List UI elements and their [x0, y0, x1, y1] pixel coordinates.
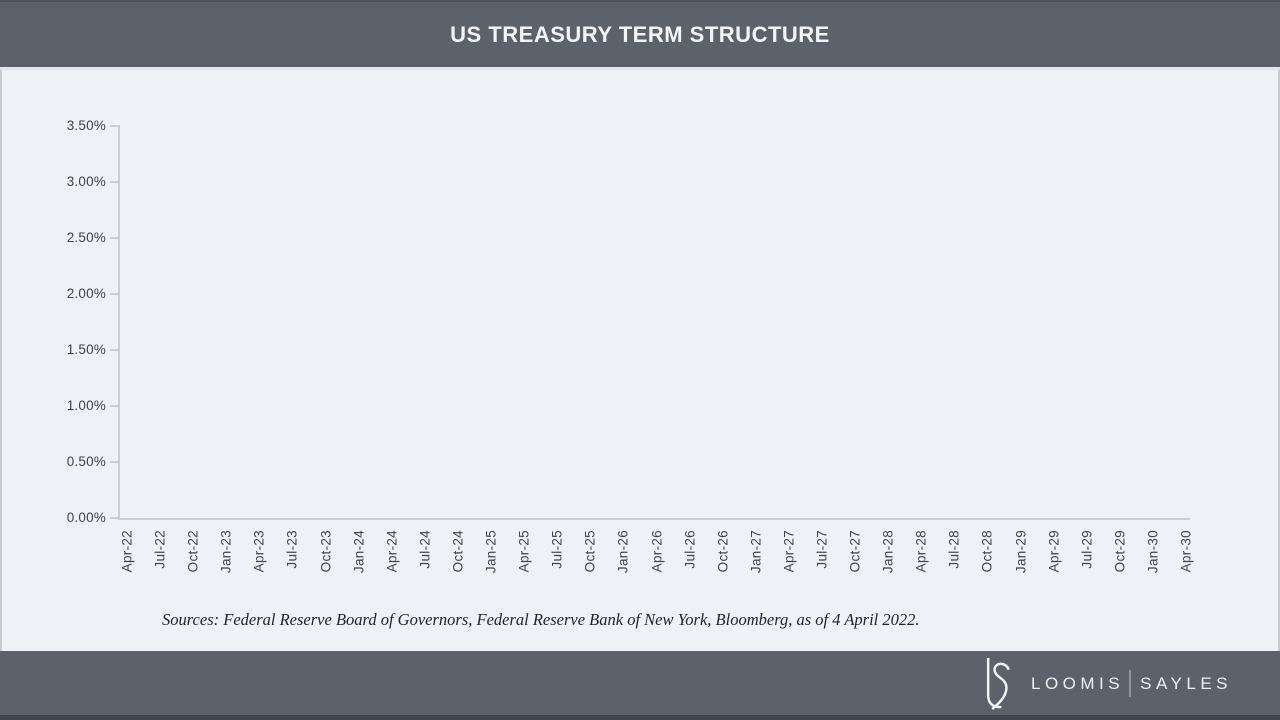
- x-axis-tick-label: Oct-24: [450, 530, 466, 573]
- x-axis-tick-label: Jul-26: [682, 530, 698, 569]
- page-title: US TREASURY TERM STRUCTURE: [450, 21, 830, 47]
- x-axis-tick-label: Apr-24: [384, 530, 400, 573]
- x-axis-tick-label: Jul-24: [417, 530, 433, 569]
- y-axis-tick-label: 3.00%: [66, 174, 106, 189]
- x-axis-tick-label: Oct-29: [1112, 530, 1128, 573]
- x-axis-tick-label: Jul-29: [1079, 530, 1095, 569]
- x-axis-tick-label: Jul-23: [284, 530, 300, 569]
- brand-name-sayles: SAYLES: [1140, 673, 1232, 693]
- x-axis-tick-label: Apr-27: [781, 530, 797, 573]
- x-axis-tick-label: Oct-23: [318, 530, 334, 573]
- y-axis-tick-label: 0.50%: [66, 454, 106, 469]
- y-axis-tick: [110, 237, 118, 239]
- brand-divider: [1129, 669, 1132, 697]
- y-axis-tick: [110, 349, 118, 351]
- y-axis-tick: [110, 293, 118, 295]
- x-axis-tick-label: Apr-28: [913, 530, 929, 573]
- y-axis-tick-label: 1.50%: [66, 342, 106, 357]
- x-axis-tick-label: Oct-27: [847, 530, 863, 573]
- y-axis-tick-label: 1.00%: [66, 398, 106, 413]
- x-axis-tick-label: Jan-23: [218, 530, 234, 574]
- x-axis-tick-label: Apr-26: [649, 530, 664, 573]
- footer-bar: LOOMIS SAYLES: [0, 651, 1280, 720]
- brand-name-loomis: LOOMIS: [1030, 673, 1125, 693]
- chart-section: 3.50% 3.00% 2.50% 2.00% 1.50% 1.00% 0.50% 0.00%…: [0, 70, 1280, 651]
- x-axis-line: [118, 518, 1190, 520]
- x-axis-tick-label: Apr-23: [251, 530, 267, 573]
- x-axis-tick-label: Jan-27: [748, 530, 764, 574]
- y-axis-tick: [110, 181, 118, 183]
- x-axis-tick-label: Jan-29: [1013, 530, 1029, 574]
- x-axis-tick-label: Jan-26: [615, 530, 631, 574]
- x-axis-tick-label: Jul-27: [814, 530, 830, 569]
- x-axis-tick-label: Apr-25: [516, 530, 532, 573]
- y-axis-tick: [110, 461, 118, 463]
- x-axis-tick-label: Jul-25: [549, 530, 565, 569]
- loomis-sayles-monogram-icon: [986, 657, 1010, 710]
- y-axis-tick: [110, 405, 118, 407]
- source-note: Sources: Federal Reserve Board of Govern…: [162, 610, 920, 629]
- y-axis-tick: [110, 517, 118, 519]
- y-axis-tick-label: 3.50%: [66, 118, 106, 133]
- x-axis-tick-label: Oct-22: [185, 530, 201, 573]
- x-axis-tick-label: Oct-26: [715, 530, 731, 573]
- x-axis-tick-label: Jan-25: [483, 530, 499, 574]
- x-axis-tick-label: Apr-30: [1178, 530, 1194, 573]
- x-axis-tick-label: Jan-30: [1145, 530, 1161, 574]
- y-axis-line: [118, 125, 120, 520]
- y-axis-tick-label: 2.50%: [66, 230, 106, 245]
- x-axis-tick-label: Oct-28: [979, 530, 995, 573]
- x-axis-tick-label: Jan-24: [351, 530, 367, 574]
- x-axis-tick-label: Oct-25: [582, 530, 598, 573]
- y-axis-tick: [110, 125, 118, 127]
- x-axis-tick-label: Jan-28: [880, 530, 896, 574]
- brand-lockup: LOOMIS SAYLES: [979, 657, 1232, 710]
- y-axis-tick-label: 2.00%: [66, 286, 106, 301]
- x-axis-tick-label: Jul-28: [946, 530, 962, 569]
- chart-plot-area: 3.50% 3.00% 2.50% 2.00% 1.50% 1.00% 0.50% 0.00%…: [2, 70, 1278, 651]
- x-axis-tick-label: Apr-29: [1046, 530, 1062, 573]
- x-axis-tick-label: Jul-22: [152, 530, 168, 569]
- x-axis-tick-label: Apr-22: [119, 530, 135, 573]
- header-bar: US TREASURY TERM STRUCTURE: [0, 0, 1280, 70]
- y-axis-tick-label: 0.00%: [66, 510, 106, 525]
